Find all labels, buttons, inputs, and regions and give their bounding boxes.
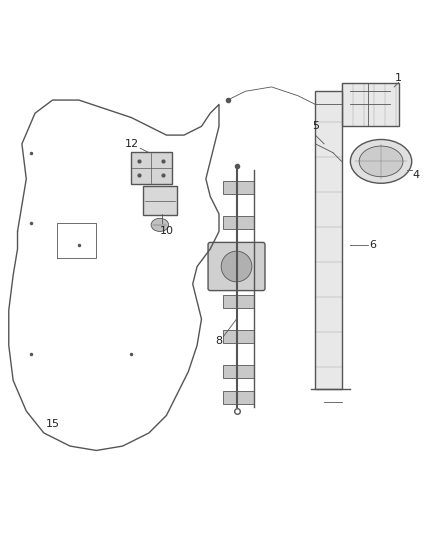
FancyBboxPatch shape (223, 365, 254, 378)
Ellipse shape (151, 219, 169, 231)
Text: 12: 12 (124, 139, 138, 149)
Text: 4: 4 (413, 169, 420, 180)
Circle shape (221, 251, 252, 282)
FancyBboxPatch shape (223, 181, 254, 194)
FancyBboxPatch shape (223, 330, 254, 343)
Text: 15: 15 (46, 419, 60, 429)
FancyBboxPatch shape (143, 187, 177, 215)
Text: 8: 8 (215, 336, 223, 346)
FancyBboxPatch shape (223, 216, 254, 229)
FancyBboxPatch shape (315, 91, 342, 389)
Text: 1: 1 (395, 73, 402, 83)
FancyBboxPatch shape (223, 391, 254, 405)
Text: 6: 6 (369, 240, 376, 249)
FancyBboxPatch shape (131, 152, 172, 184)
FancyBboxPatch shape (223, 295, 254, 308)
Text: 10: 10 (159, 227, 173, 237)
Text: 5: 5 (312, 122, 319, 131)
FancyBboxPatch shape (208, 243, 265, 290)
Ellipse shape (350, 140, 412, 183)
Ellipse shape (359, 146, 403, 177)
FancyBboxPatch shape (342, 83, 399, 126)
